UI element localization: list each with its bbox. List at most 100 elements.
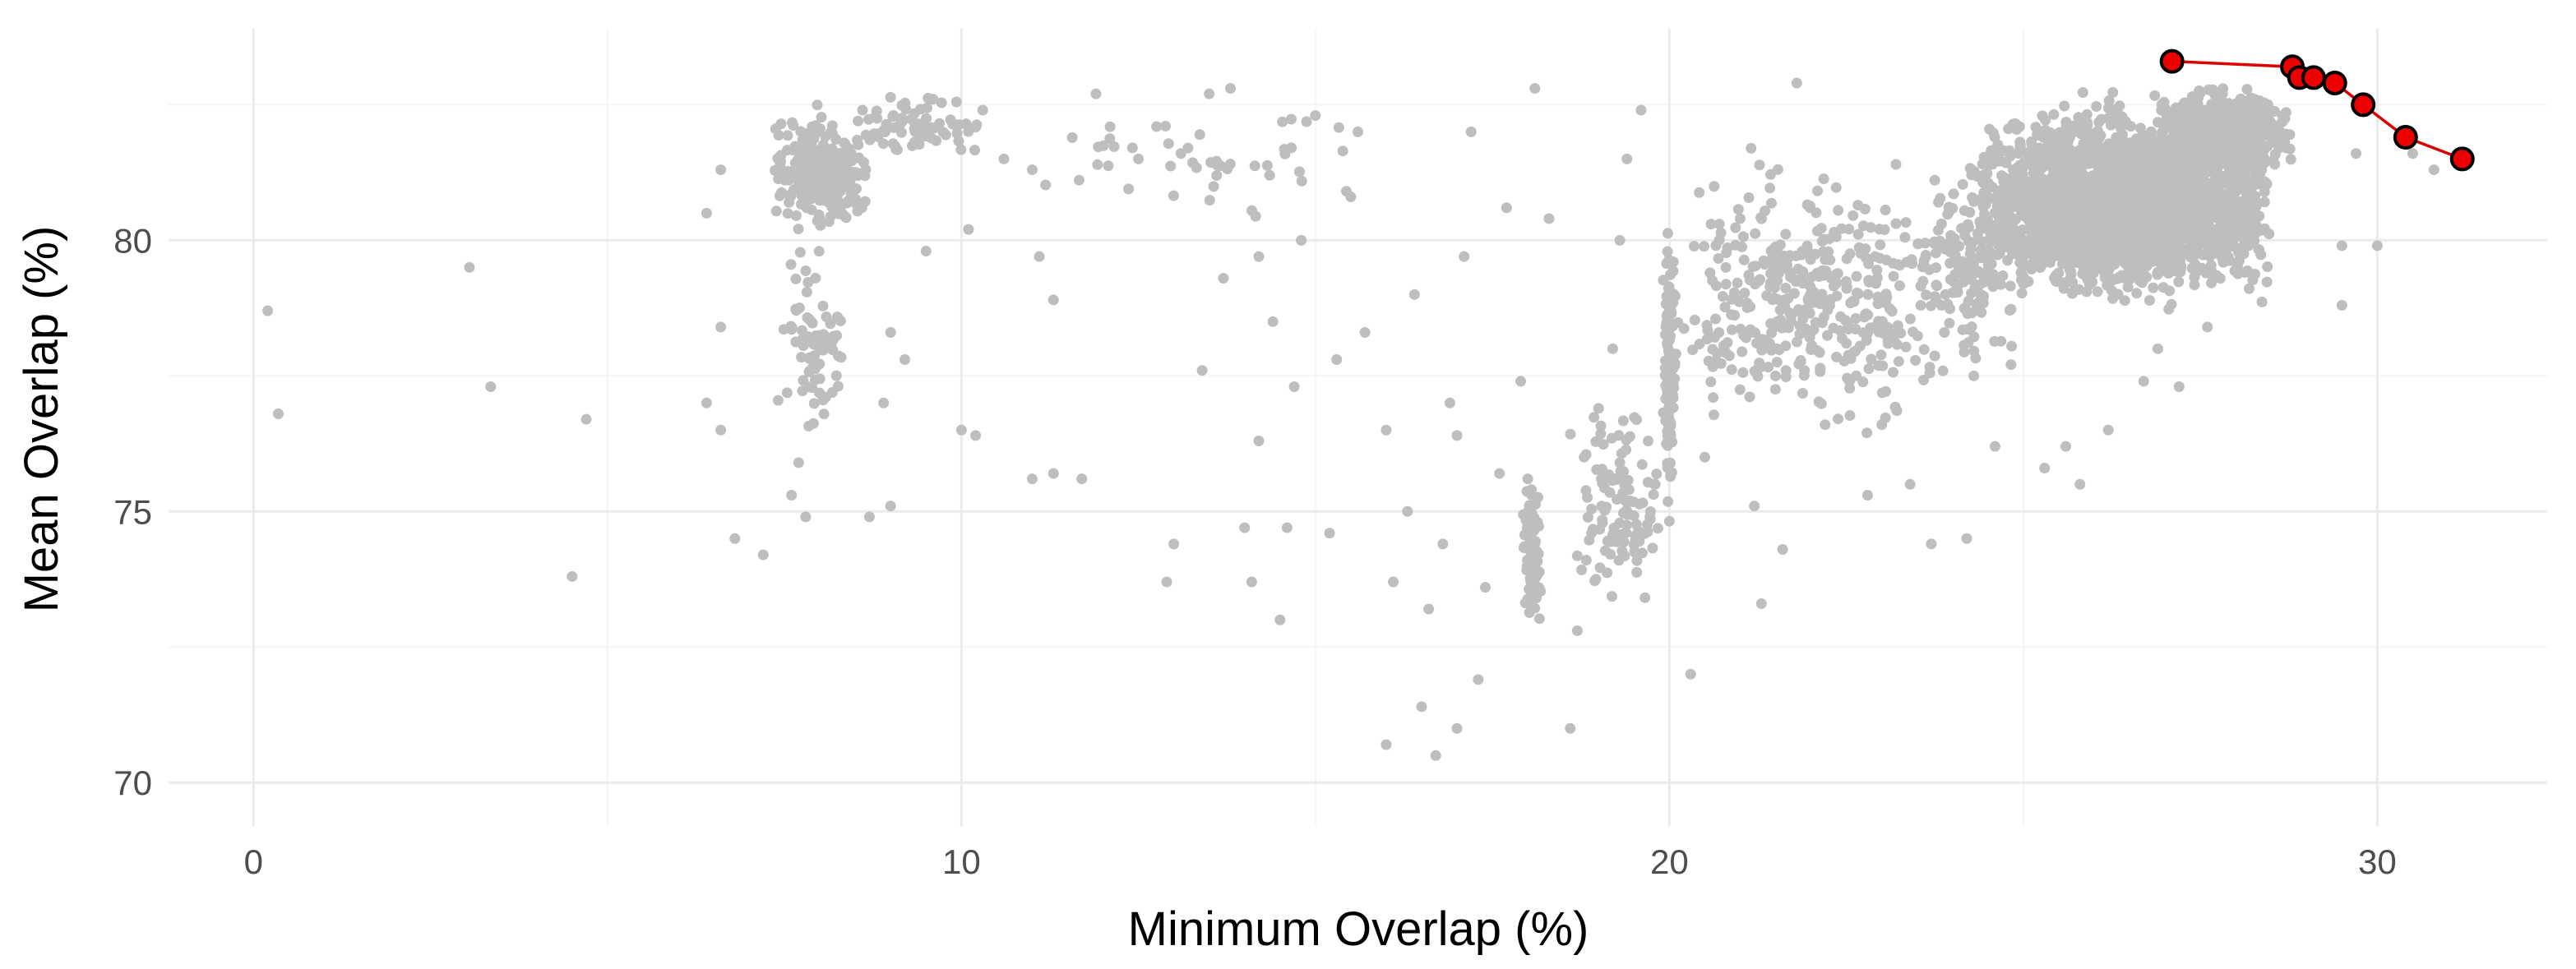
candidate-point: [1812, 296, 1823, 307]
candidate-point: [2032, 261, 2043, 272]
candidate-point: [2152, 117, 2163, 128]
candidate-point: [806, 204, 817, 215]
candidate-point: [2051, 275, 2062, 287]
candidate-point: [1795, 307, 1806, 318]
candidate-point: [1966, 169, 1977, 181]
candidate-point: [1920, 238, 1931, 249]
candidate-point: [770, 205, 782, 217]
candidate-point: [2039, 462, 2051, 473]
candidate-point: [794, 247, 806, 258]
candidate-point: [1737, 367, 1749, 378]
candidate-point: [2167, 150, 2178, 162]
candidate-point: [1451, 430, 1463, 441]
candidate-point: [1780, 283, 1792, 293]
candidate-point: [896, 113, 908, 124]
candidate-point: [1617, 415, 1629, 427]
candidate-point: [1730, 239, 1741, 251]
candidate-point: [1806, 339, 1817, 351]
candidate-point: [2213, 120, 2224, 132]
candidate-point: [1211, 155, 1223, 167]
candidate-point: [2093, 209, 2104, 219]
candidate-point: [1571, 550, 1583, 561]
candidate-point: [775, 118, 787, 130]
candidate-point: [1048, 294, 1059, 306]
candidate-point: [1286, 113, 1297, 125]
candidate-point: [2157, 136, 2169, 147]
candidate-point: [2016, 288, 2028, 299]
candidate-point: [1576, 564, 1588, 575]
candidate-point: [2147, 134, 2158, 145]
candidate-point: [885, 327, 896, 339]
candidate-point: [1801, 199, 1813, 210]
candidate-point: [1465, 126, 1477, 137]
candidate-point: [2119, 295, 2130, 307]
candidate-point: [1857, 376, 1869, 388]
candidate-point: [1662, 458, 1673, 469]
candidate-point: [1769, 370, 1781, 381]
candidate-point: [2056, 216, 2068, 228]
candidate-point: [827, 344, 839, 356]
candidate-point: [1518, 542, 1529, 553]
candidate-point: [1797, 388, 1808, 399]
candidate-point: [2075, 128, 2087, 140]
candidate-point: [1888, 270, 1899, 282]
candidate-point: [2254, 178, 2265, 190]
candidate-point: [1929, 238, 1940, 249]
candidate-point: [2041, 190, 2052, 201]
candidate-point: [2249, 219, 2260, 231]
candidate-point: [851, 183, 862, 195]
candidate-point: [1818, 233, 1829, 245]
candidate-point: [800, 265, 812, 276]
candidate-point: [272, 408, 284, 420]
candidate-point: [1523, 505, 1534, 516]
candidate-point: [2028, 250, 2039, 261]
candidate-point: [793, 457, 804, 468]
candidate-point: [2203, 219, 2214, 230]
candidate-point: [2110, 274, 2121, 285]
candidate-point: [1631, 555, 1643, 566]
candidate-point: [2002, 255, 2014, 266]
candidate-point: [1910, 354, 1922, 366]
candidate-point: [2097, 256, 2109, 267]
candidate-point: [1945, 274, 1956, 285]
candidate-point: [1380, 424, 1392, 436]
candidate-point: [1637, 497, 1649, 509]
candidate-point: [1888, 367, 1898, 378]
candidate-point: [2237, 171, 2248, 182]
candidate-point: [850, 167, 862, 178]
candidate-point: [790, 210, 802, 221]
candidate-point: [1840, 315, 1852, 326]
candidate-point: [1937, 365, 1949, 376]
candidate-point: [1841, 283, 1852, 294]
candidate-point: [1246, 576, 1257, 588]
candidate-point: [1294, 166, 1305, 178]
candidate-point: [2074, 206, 2086, 218]
candidate-point: [2136, 228, 2148, 239]
candidate-point: [2209, 228, 2221, 240]
candidate-point: [1746, 142, 1757, 154]
y-tick-label: 70: [113, 764, 152, 802]
candidate-point: [2163, 303, 2175, 315]
candidate-point: [2269, 149, 2281, 160]
candidate-point: [2231, 260, 2243, 271]
candidate-point: [1416, 701, 1427, 713]
candidate-point: [2050, 192, 2061, 204]
candidate-point: [1873, 326, 1885, 338]
candidate-point: [2154, 228, 2166, 240]
candidate-point: [818, 408, 830, 420]
candidate-point: [2202, 321, 2213, 333]
candidate-point: [2138, 214, 2149, 225]
candidate-point: [2218, 256, 2229, 268]
candidate-point: [1649, 478, 1660, 490]
candidate-point: [2081, 271, 2093, 283]
candidate-point: [804, 381, 816, 393]
candidate-point: [1788, 288, 1800, 299]
candidate-point: [1830, 276, 1842, 288]
candidate-point: [1744, 391, 1755, 403]
candidate-point: [1890, 159, 1902, 170]
candidate-point: [2016, 165, 2028, 177]
candidate-point: [828, 330, 839, 342]
candidate-point: [1600, 469, 1612, 481]
candidate-point: [1783, 322, 1794, 334]
candidate-point: [2351, 148, 2362, 159]
